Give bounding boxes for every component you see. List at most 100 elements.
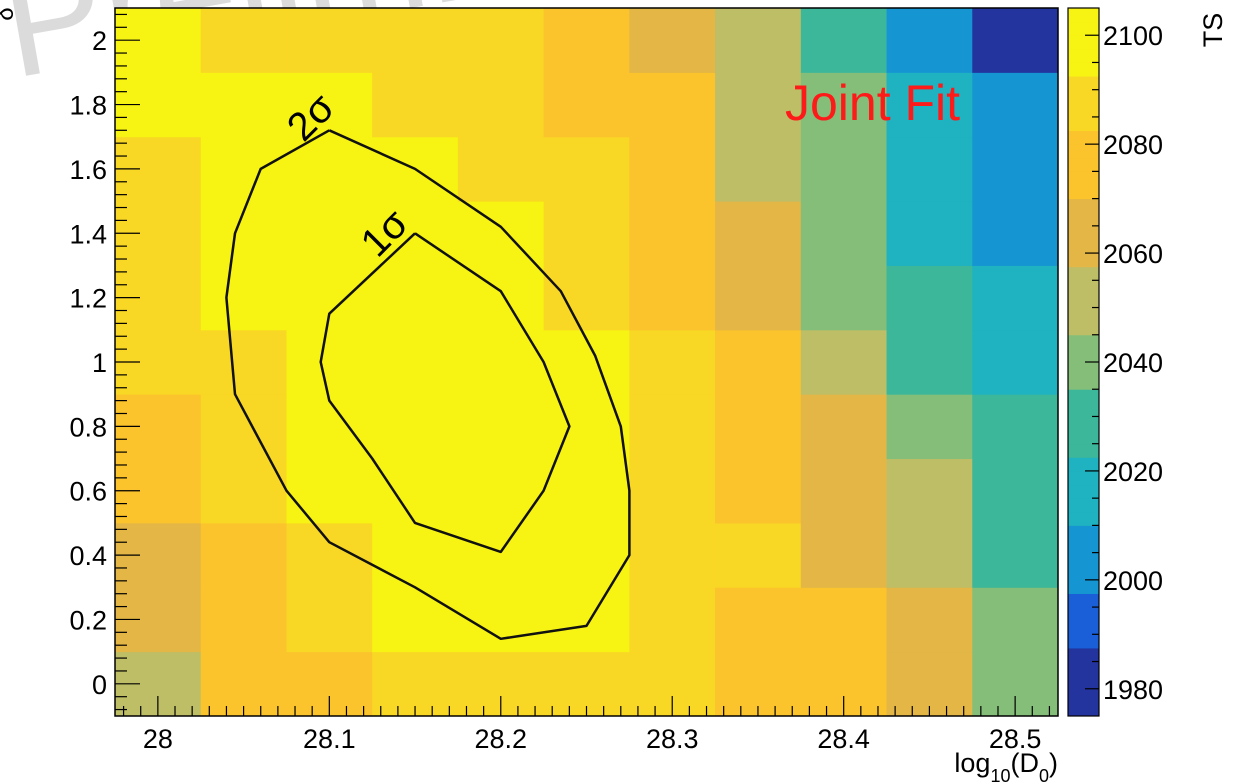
colorbar-segment (1068, 239, 1099, 254)
heatmap-cell (629, 522, 716, 588)
heatmap-cell (886, 394, 973, 460)
colorbar-segment (1068, 8, 1099, 23)
heatmap-cell (372, 8, 459, 73)
heatmap-cell (715, 522, 802, 588)
colorbar-tick-label: 2060 (1103, 239, 1163, 269)
heatmap-cell (800, 522, 888, 588)
colorbar-tick-label: 2040 (1103, 348, 1163, 378)
colorbar-segment (1068, 293, 1099, 309)
heatmap-cell (286, 201, 373, 266)
heatmap-cell (715, 394, 802, 460)
y-tick-label: 2 (92, 26, 107, 56)
contour-line (319, 232, 571, 554)
heatmap-cell (543, 136, 630, 202)
colorbar-segment (1068, 470, 1099, 486)
colorbar-segment (1068, 280, 1099, 295)
heatmap-cell (972, 458, 1059, 524)
axis-labels: TS δ log10(D0) Joint Fit (0, 7, 1228, 784)
colorbar-segment (1068, 539, 1099, 554)
colorbar-segment (1068, 185, 1099, 200)
heatmap-cell (972, 394, 1059, 460)
heatmap-cell (543, 651, 630, 717)
x-axis-ticks: 28 28.1 28.2 28.3 28.4 28.5 (122, 696, 1051, 754)
heatmap-cell (372, 394, 459, 460)
y-tick-label: 0.6 (69, 477, 107, 507)
x-tick-label: 28.2 (474, 724, 527, 754)
x-tick-label: 28 (143, 724, 173, 754)
heatmap-cell (457, 72, 545, 138)
colorbar-segment (1068, 334, 1099, 349)
y-tick-label: 1.2 (69, 284, 107, 314)
colorbar-segment (1068, 225, 1099, 240)
heatmap-cell (715, 265, 802, 331)
heatmap-cell (543, 8, 630, 73)
joint-fit-annotation: Joint Fit (785, 75, 960, 131)
colorbar-segment (1068, 157, 1099, 172)
heatmap-cell (543, 458, 630, 524)
y-tick-label: 1.8 (69, 91, 107, 121)
heatmap-cell (543, 394, 630, 460)
colorbar-segment (1068, 634, 1099, 649)
heatmap-cell (200, 522, 287, 588)
colorbar-segment (1068, 76, 1099, 91)
heatmap-cell (886, 329, 973, 395)
heatmap-cell (286, 522, 373, 588)
heatmap-cell (457, 136, 545, 202)
z-axis-label: TS (1198, 13, 1228, 48)
heatmap-cell (543, 265, 630, 331)
heatmap-cell (800, 587, 888, 653)
heatmap-cell (629, 201, 716, 266)
colorbar-segment (1068, 89, 1099, 104)
heatmap-cell (286, 458, 373, 524)
colorbar-tick-label: 2100 (1103, 21, 1163, 51)
heatmap-cell (886, 587, 973, 653)
colorbar-segment (1068, 579, 1099, 594)
heatmap-cell (715, 201, 802, 266)
colorbar-segment (1068, 307, 1099, 322)
color-scale-bar: 1980 2000 2020 2040 2060 2080 2100 (1067, 7, 1163, 717)
y-axis-label: δ (0, 7, 19, 20)
colorbar-segment (1068, 171, 1099, 186)
colorbar-segment (1068, 48, 1099, 63)
colorbar-segment (1068, 402, 1099, 417)
heatmap-cell (543, 72, 630, 138)
heatmap-cell (886, 8, 973, 73)
colorbar-segment (1068, 702, 1099, 717)
heatmap-cell (286, 587, 373, 653)
heatmap-cell (800, 8, 888, 73)
heatmap-cell (715, 8, 802, 73)
heatmap-cell (200, 651, 287, 717)
colorbar-tick-label: 2080 (1103, 130, 1163, 160)
colorbar-segment (1068, 647, 1099, 663)
heatmap-cell (972, 329, 1059, 395)
heatmap-cell (886, 265, 973, 331)
heatmap-cell (800, 136, 888, 202)
heatmap-cell (286, 265, 373, 331)
colorbar-segment (1068, 688, 1099, 703)
colorbar-segment (1068, 253, 1099, 268)
x-tick-label: 28.4 (817, 724, 870, 754)
colorbar-segment (1068, 389, 1099, 404)
heatmap-cell (200, 8, 287, 73)
heatmap-cell (457, 522, 545, 588)
heatmap-cell (457, 8, 545, 73)
y-tick-label: 0.8 (69, 412, 107, 442)
colorbar-segment (1068, 212, 1099, 227)
heatmap-cell (972, 72, 1059, 138)
heatmap-cell (286, 394, 373, 460)
colorbar-segment (1068, 62, 1099, 77)
y-tick-label: 0.2 (69, 605, 107, 635)
colorbar-segment (1068, 416, 1099, 431)
heatmap-cell (372, 329, 459, 395)
heatmap-cell (372, 587, 459, 653)
x-axis-label: log10(D0) (954, 748, 1058, 784)
colorbar-segment (1068, 375, 1099, 390)
heatmap-cell (286, 72, 373, 138)
colorbar-tick-label: 2020 (1103, 457, 1163, 487)
heatmap-cell (457, 587, 545, 653)
heatmap-cell (886, 522, 973, 588)
heatmap-cell (972, 265, 1059, 331)
heatmap-cell (200, 458, 287, 524)
heatmap-cell (800, 394, 888, 460)
y-tick-label: 1 (92, 348, 107, 378)
